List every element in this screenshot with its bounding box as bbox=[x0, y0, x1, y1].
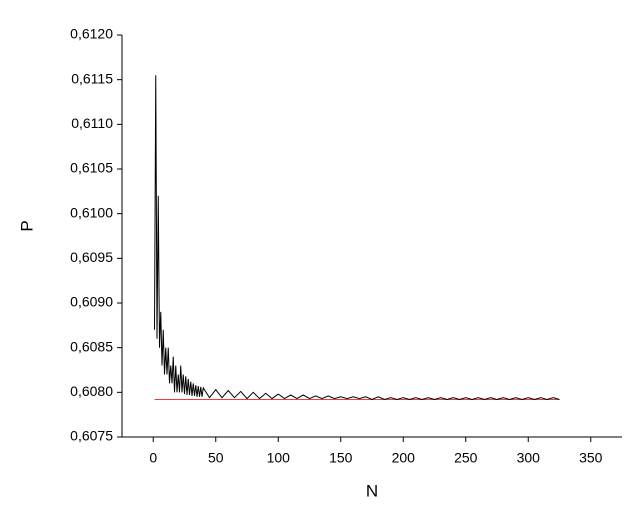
y-tick-label: 0,6100 bbox=[70, 204, 113, 220]
y-tick-label: 0,6085 bbox=[70, 338, 113, 354]
x-tick-label: 350 bbox=[579, 450, 603, 466]
y-tick-label: 0,6095 bbox=[70, 249, 113, 265]
x-axis-label: N bbox=[366, 481, 378, 500]
x-tick-label: 50 bbox=[208, 450, 224, 466]
x-tick-label: 0 bbox=[149, 450, 157, 466]
x-tick-label: 150 bbox=[329, 450, 353, 466]
y-tick-label: 0,6075 bbox=[70, 428, 113, 444]
y-tick-label: 0,6115 bbox=[71, 70, 113, 86]
x-tick-label: 200 bbox=[392, 450, 416, 466]
y-tick-label: 0,6090 bbox=[70, 294, 113, 310]
y-tick-label: 0,6110 bbox=[71, 115, 113, 131]
y-tick-label: 0,6080 bbox=[70, 383, 113, 399]
x-tick-label: 100 bbox=[267, 450, 291, 466]
x-tick-label: 300 bbox=[517, 450, 541, 466]
y-axis-label: P bbox=[17, 220, 36, 231]
y-tick-label: 0,6120 bbox=[70, 26, 113, 42]
y-tick-label: 0,6105 bbox=[70, 160, 113, 176]
data-line bbox=[154, 75, 560, 401]
x-tick-label: 250 bbox=[454, 450, 478, 466]
